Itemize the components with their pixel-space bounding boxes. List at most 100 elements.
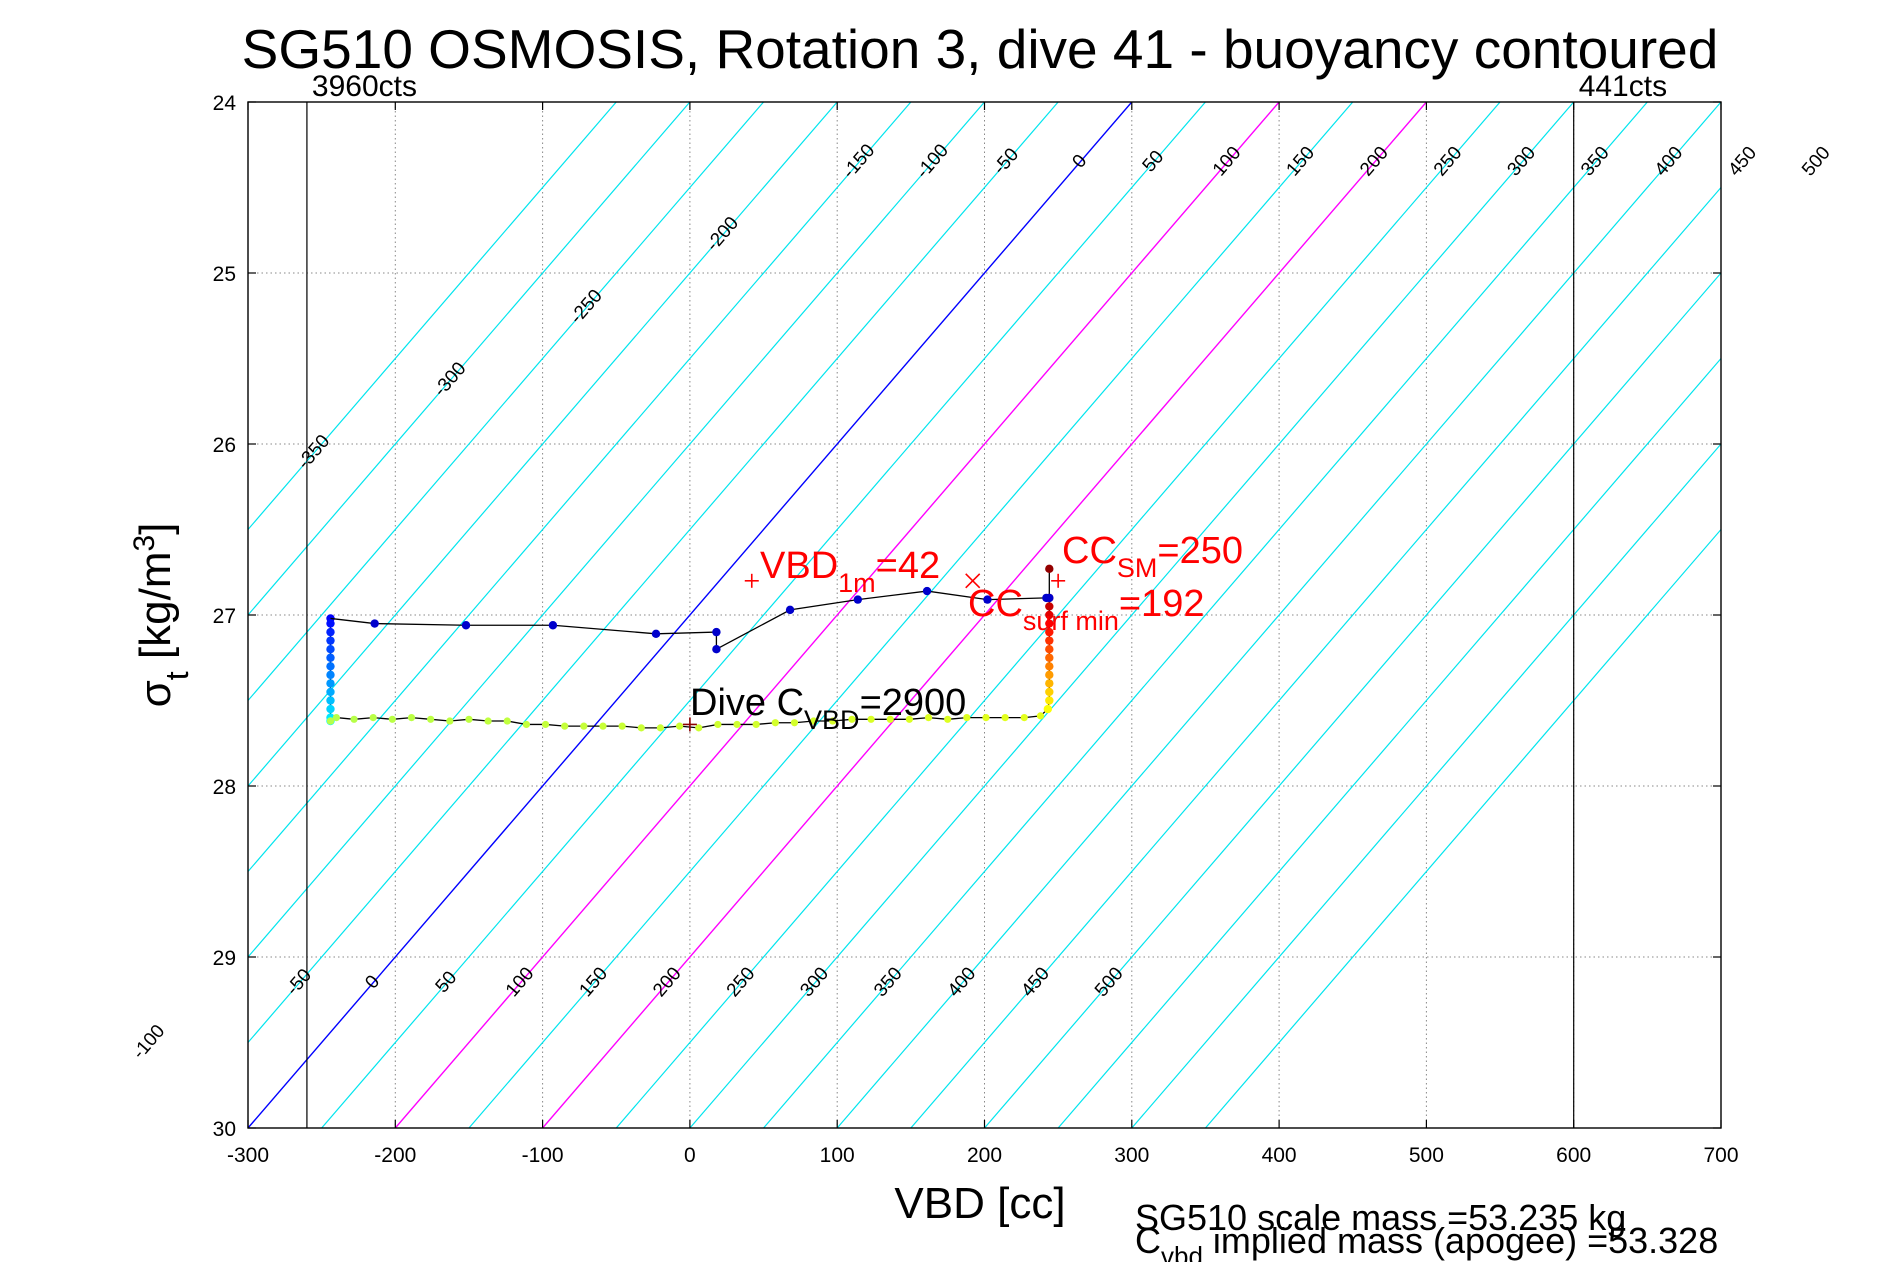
dive-sample-point bbox=[1045, 679, 1054, 688]
dive-sample-point bbox=[1020, 714, 1028, 722]
x-tick-label: -100 bbox=[522, 1144, 564, 1167]
dive-sample-point bbox=[446, 717, 454, 725]
x-tick-label: 200 bbox=[967, 1144, 1002, 1167]
dive-sample-point bbox=[465, 715, 473, 723]
dive-sample-point bbox=[1045, 610, 1054, 620]
dive-sample-point bbox=[1036, 712, 1045, 720]
contour-line bbox=[468, 102, 1354, 1128]
climb-sample-point bbox=[370, 619, 379, 628]
dive-sample-point bbox=[944, 715, 952, 723]
x-tick-label: 100 bbox=[820, 1144, 855, 1167]
x-tick-label: 0 bbox=[684, 1144, 696, 1167]
y-tick-label: 24 bbox=[213, 92, 237, 115]
dive-sample-point bbox=[326, 619, 335, 628]
dive-sample-point bbox=[369, 714, 377, 722]
dive-sample-point bbox=[1001, 714, 1009, 722]
dive-sample-point bbox=[771, 719, 779, 727]
x-marker bbox=[965, 573, 981, 589]
dive-sample-point bbox=[886, 715, 894, 723]
dive-sample-point bbox=[810, 717, 818, 725]
dive-sample-point bbox=[675, 722, 684, 730]
dive-sample-point bbox=[848, 715, 856, 723]
climb-sample-point bbox=[548, 621, 558, 630]
dive-sample-point bbox=[637, 724, 645, 732]
annotation-markers bbox=[682, 573, 1066, 732]
y-label-sup: 3 bbox=[128, 535, 161, 552]
x-tick-label: 600 bbox=[1556, 1144, 1591, 1167]
dive-sample-point bbox=[326, 627, 335, 637]
y-tick-label: 28 bbox=[213, 776, 236, 799]
contour-line bbox=[910, 186, 1721, 1128]
contour-line bbox=[248, 102, 765, 702]
climb-sample-point bbox=[922, 586, 932, 596]
dive-sample-point bbox=[326, 653, 335, 662]
climb-sample-point bbox=[461, 621, 471, 630]
implied-mass-text: Cvbd implied mass (apogee) =53.328 bbox=[1135, 1220, 1718, 1262]
tick-layer: -300 -200 -100 0 100 200 300 400 500 600 700 24 25 26… bbox=[213, 92, 1739, 1167]
dive-sample-point bbox=[1045, 564, 1054, 574]
x-tick-label: 400 bbox=[1262, 1144, 1297, 1167]
y-label-unit: [kg/m bbox=[131, 552, 180, 672]
vbd-1m-annotation: VBD1m=42 bbox=[760, 545, 940, 598]
dive-sample-point bbox=[326, 636, 335, 645]
y-axis-label: σt [kg/m3] bbox=[128, 523, 196, 708]
series-layer bbox=[326, 564, 1054, 732]
dive-sample-point bbox=[963, 714, 971, 722]
dive-sample-point bbox=[326, 696, 335, 705]
count-label: 3960cts bbox=[312, 70, 417, 103]
contour-line bbox=[248, 102, 985, 958]
dive-sample-point bbox=[982, 714, 990, 722]
y-tick-label: 25 bbox=[213, 263, 236, 286]
contour-line bbox=[615, 102, 1501, 1128]
dive-sample-point bbox=[326, 717, 335, 725]
dive-sample-point bbox=[1045, 636, 1054, 645]
dive-sample-point bbox=[905, 715, 913, 723]
contour-line bbox=[763, 102, 1648, 1128]
contour-line bbox=[248, 102, 1133, 1128]
cc-surf-min-annotation: CCsurf min=192 bbox=[968, 583, 1205, 636]
climb-sample-point bbox=[712, 627, 721, 637]
contour-line bbox=[248, 102, 912, 873]
dive-sample-point bbox=[326, 687, 335, 697]
climb-sample-point bbox=[785, 605, 795, 615]
dive-sample-point bbox=[618, 722, 626, 730]
dive-sample-point bbox=[752, 720, 760, 729]
dive-sample-point bbox=[1045, 645, 1054, 654]
dive-sample-point bbox=[541, 720, 550, 729]
contour-line bbox=[394, 102, 1280, 1128]
contour-line bbox=[1057, 357, 1721, 1128]
x-tick-label: 300 bbox=[1114, 1144, 1149, 1167]
dive-sample-point bbox=[829, 717, 837, 725]
dive-sample-point bbox=[326, 645, 335, 654]
dive-sample-point bbox=[427, 715, 435, 723]
dive-sample-point bbox=[326, 662, 335, 671]
dive-sample-point bbox=[1045, 653, 1054, 662]
y-tick-label: 30 bbox=[213, 1118, 236, 1141]
dive-sample-point bbox=[326, 679, 335, 688]
dive-sample-point bbox=[1045, 662, 1054, 671]
buoyancy-contours bbox=[248, 102, 1721, 1128]
dive-cvbd-annotation: Dive CVBD=2900 bbox=[690, 682, 966, 735]
climb-sample-point bbox=[651, 629, 661, 639]
contour-line bbox=[984, 272, 1721, 1128]
dive-sample-point bbox=[326, 704, 335, 714]
climb-sample-point bbox=[853, 595, 863, 604]
dive-sample-point bbox=[733, 720, 741, 729]
dive-sample-point bbox=[484, 717, 492, 725]
dive-sample-point bbox=[350, 715, 358, 723]
y-tick-label: 26 bbox=[213, 434, 236, 457]
dive-sample-point bbox=[1045, 696, 1054, 705]
contour-line bbox=[321, 102, 1206, 1128]
scale-mass-text: SG510 scale mass =53.235 kg bbox=[1135, 1197, 1626, 1238]
y-label-main: σ bbox=[131, 680, 180, 707]
x-tick-label: 700 bbox=[1703, 1144, 1738, 1167]
dive-sample-point bbox=[695, 724, 703, 732]
y-tick-label: 27 bbox=[213, 605, 236, 628]
dive-sample-point bbox=[714, 720, 722, 729]
contour-line bbox=[1204, 528, 1721, 1128]
count-markers: 3960cts 441cts bbox=[306, 70, 1667, 1128]
y-label-sub: t bbox=[159, 671, 195, 680]
dive-sample-point bbox=[1045, 670, 1054, 680]
dive-sample-point bbox=[1045, 619, 1054, 628]
